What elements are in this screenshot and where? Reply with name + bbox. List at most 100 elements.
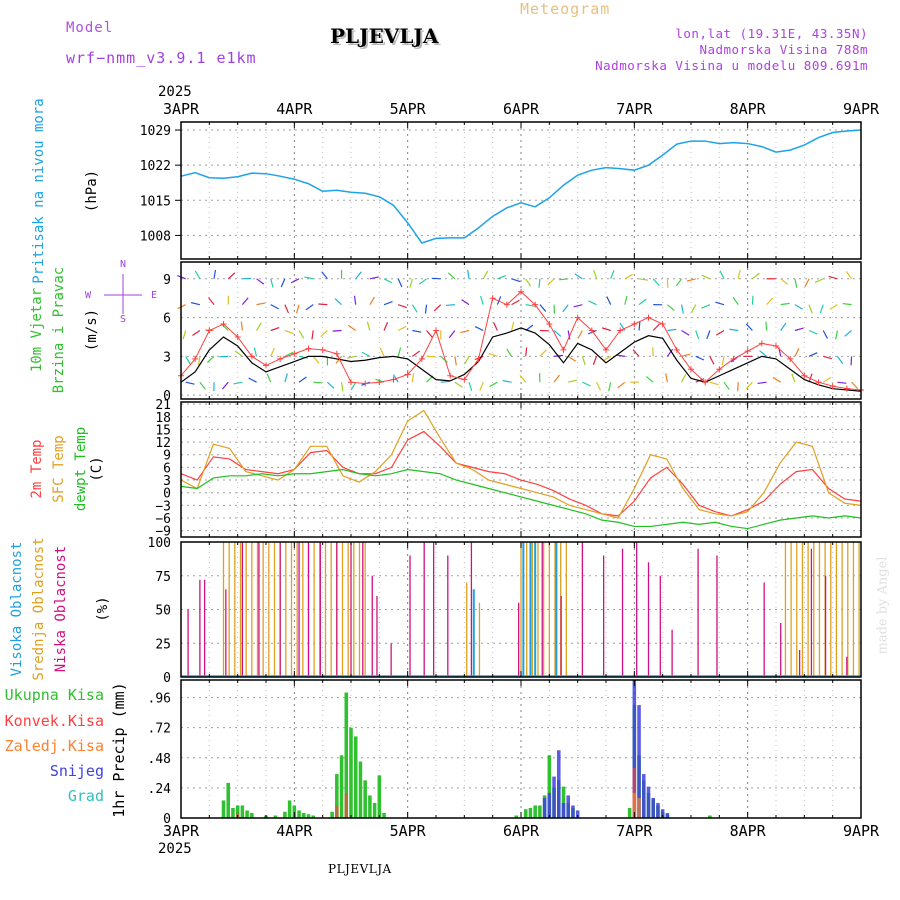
wind-arrow [447,272,456,280]
wind-arrow [638,298,647,306]
wind-arrow [248,377,257,383]
wind-arrow [553,374,560,383]
x-tick-label-bottom: 3APR [163,822,200,840]
wind-arrow [638,278,649,281]
wind-arrow [182,330,187,340]
wind-arrow [383,301,393,306]
wind-arrow [185,381,195,385]
snow-bar [561,802,566,818]
wind-arrow [412,350,421,357]
wind-arrow [745,381,753,390]
rain-total-bar [287,800,292,818]
compass-s: S [120,314,126,325]
y-tick-label: 100 [148,536,171,551]
wind-arrow [208,297,215,306]
wind-arrow [851,381,859,390]
rain-total-bar [311,815,315,818]
low-cloud-ylabel: Niska Oblacnost [53,546,69,672]
rain-total-bar [335,774,339,818]
x-tick-label-bottom: 8APR [730,822,767,840]
cloud-unit: (%) [95,596,111,621]
wind-arrow [320,330,328,338]
gust-marker [744,348,751,355]
wind-arrow [837,381,847,384]
gust-marker [503,301,510,308]
gust-marker [773,343,779,350]
wind-arrow [411,304,418,313]
y-tick-label: 50 [155,604,171,619]
wind-arrow [332,329,342,332]
wind-arrow [270,304,279,310]
gust-marker [588,327,595,334]
x-tick-label-bottom: 9APR [843,822,880,840]
wind-arrow [383,321,389,331]
wind-arrow [667,304,675,311]
gust-marker [702,379,709,386]
wind-arrow [732,296,739,305]
x-tick-label-bottom: 4APR [276,822,313,840]
rain-total-bar [302,812,306,818]
wind-arrow [304,276,314,280]
wind-arrow [752,272,760,280]
wind-arrow [819,304,824,314]
wind-arrow [547,278,555,286]
precip-legend-1: Konvek.Kisa [5,712,104,730]
wind-arrow [479,381,484,391]
rain-total-bar [363,780,367,818]
gust-marker [333,350,340,357]
wind-arrow [652,323,660,331]
rain-total-bar [283,811,287,818]
wind-arrow [525,304,535,307]
wind-arrow [844,330,852,337]
snow-bar [547,792,552,818]
wind-arrow [592,356,598,365]
gust-marker [305,345,312,352]
precip-legend-0: Ukupna Kisa [5,686,104,704]
wind-arrow [822,330,828,339]
rain-total-bar [349,727,353,818]
wind-arrow [582,381,591,387]
wind-arrow [716,329,725,336]
wind-arrow [411,373,415,383]
wind-arrow [608,382,612,392]
snow-bar [651,797,655,818]
y-tick-label: 6 [163,461,171,476]
wind-arrow [190,302,201,306]
wind-arrow [361,351,371,357]
gust-marker [291,350,298,357]
panel-frame [180,679,862,819]
rain-total-bar [382,812,386,818]
wind-arrow [313,381,323,384]
wind-arrow [615,354,625,357]
y-tick-label: 0 [163,812,171,827]
wind-arrow [369,296,376,305]
wind-arrow [305,304,314,311]
wind-arrow [706,330,711,340]
y-tick-label: 21 [155,398,171,413]
rain-total-bar [514,815,519,818]
frozen-rain-bar [632,792,637,818]
y-tick-label: 0 [163,487,171,502]
wind-arrow [510,321,515,331]
wind-arrow [199,381,206,390]
y-tick-label: 9 [163,273,171,288]
wind-arrow [433,304,442,312]
x-tick-label-top: 7APR [616,100,653,118]
wind-arrow [506,348,513,357]
compass-e: E [151,290,157,301]
y-tick-label: .72 [148,722,171,737]
gust-marker [645,314,652,321]
gust-marker [688,366,694,373]
wind-arrow [610,270,615,280]
x-tick-label-top: 5APR [390,100,427,118]
wind-arrow [587,329,597,335]
wind-arrow [298,376,307,383]
rain-total-bar [231,807,235,818]
gust-marker [418,355,425,362]
wind-arrow [573,304,583,308]
pressure-unit: (hPa) [84,170,100,212]
wind-arrow [723,381,730,390]
gust-marker [843,385,850,392]
rain-total-bar [339,755,344,818]
gust-marker [475,355,482,362]
